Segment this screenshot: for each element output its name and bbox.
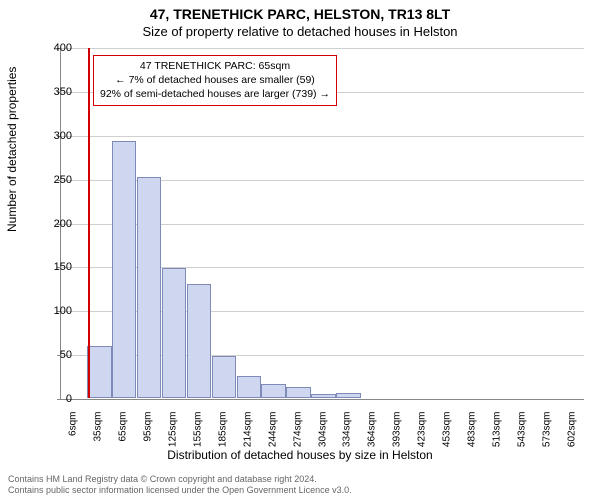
y-tick-label: 150 [48, 261, 72, 273]
x-tick-label: 364sqm [367, 412, 378, 452]
histogram-bar [336, 393, 360, 398]
histogram-bar [237, 376, 261, 398]
y-tick-label: 100 [48, 305, 72, 317]
x-axis-label: Distribution of detached houses by size … [0, 448, 600, 462]
x-tick-label: 185sqm [217, 412, 228, 452]
x-tick-label: 543sqm [516, 412, 527, 452]
histogram-bar [87, 346, 111, 398]
histogram-bar [311, 394, 335, 398]
x-tick-label: 95sqm [143, 412, 154, 452]
x-tick-label: 334sqm [342, 412, 353, 452]
y-tick-label: 350 [48, 86, 72, 98]
x-tick-label: 513sqm [491, 412, 502, 452]
x-tick-label: 393sqm [392, 412, 403, 452]
x-tick-label: 453sqm [442, 412, 453, 452]
annotation-line2: ← 7% of detached houses are smaller (59) [100, 73, 330, 87]
x-tick-label: 65sqm [118, 412, 129, 452]
x-tick-label: 6sqm [68, 412, 79, 452]
y-tick-label: 250 [48, 174, 72, 186]
chart-container: 47, TRENETHICK PARC, HELSTON, TR13 8LT S… [0, 0, 600, 500]
x-tick-label: 125sqm [168, 412, 179, 452]
grid-line [61, 136, 584, 137]
property-marker-line [88, 48, 90, 398]
x-tick-label: 214sqm [242, 412, 253, 452]
histogram-bar [212, 356, 236, 398]
x-tick-label: 35sqm [93, 412, 104, 452]
histogram-bar [162, 268, 186, 398]
y-tick-label: 50 [48, 349, 72, 361]
histogram-bar [286, 387, 310, 398]
x-tick-label: 602sqm [566, 412, 577, 452]
subtitle: Size of property relative to detached ho… [0, 22, 600, 39]
x-tick-label: 423sqm [417, 412, 428, 452]
annotation-box: 47 TRENETHICK PARC: 65sqm ← 7% of detach… [93, 55, 337, 106]
histogram-bar [187, 284, 211, 398]
annotation-line1: 47 TRENETHICK PARC: 65sqm [100, 59, 330, 73]
footer-line1: Contains HM Land Registry data © Crown c… [8, 474, 352, 485]
y-tick-label: 300 [48, 130, 72, 142]
x-tick-label: 244sqm [267, 412, 278, 452]
y-axis-label: Number of detached properties [5, 67, 19, 232]
footer: Contains HM Land Registry data © Crown c… [8, 474, 352, 497]
histogram-bar [137, 177, 161, 398]
y-tick-label: 200 [48, 218, 72, 230]
x-tick-label: 483sqm [466, 412, 477, 452]
histogram-bar [112, 141, 136, 398]
x-tick-label: 304sqm [317, 412, 328, 452]
x-tick-label: 573sqm [541, 412, 552, 452]
x-tick-label: 274sqm [292, 412, 303, 452]
grid-line [61, 48, 584, 49]
y-tick-label: 0 [48, 393, 72, 405]
x-tick-label: 155sqm [192, 412, 203, 452]
y-tick-label: 400 [48, 42, 72, 54]
footer-line2: Contains public sector information licen… [8, 485, 352, 496]
histogram-bar [261, 384, 285, 398]
address-title: 47, TRENETHICK PARC, HELSTON, TR13 8LT [0, 0, 600, 22]
annotation-line3: 92% of semi-detached houses are larger (… [100, 87, 330, 101]
